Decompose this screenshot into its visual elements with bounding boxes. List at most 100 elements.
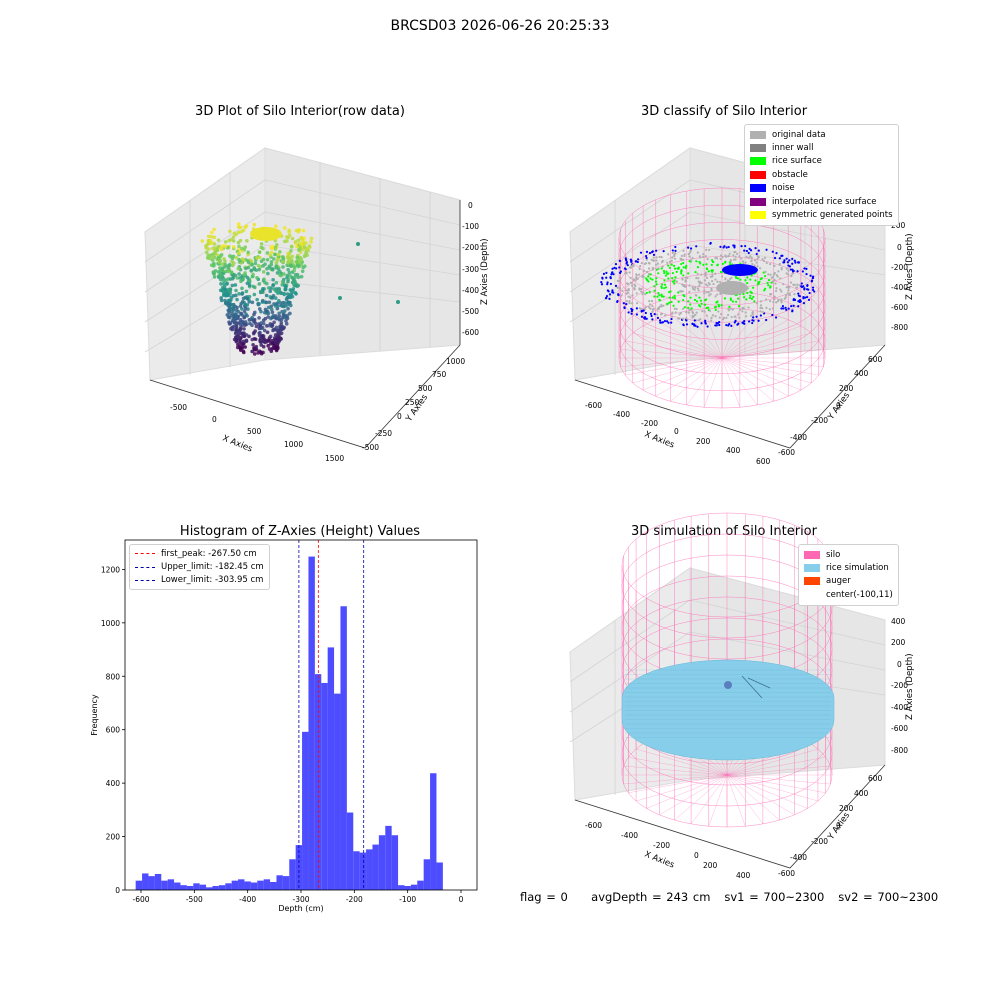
classify-point	[774, 289, 778, 293]
classify-point	[749, 290, 752, 293]
classify-point	[627, 311, 630, 314]
legend-item-symmetric: symmetric generated points	[750, 208, 893, 221]
classify-point	[671, 276, 674, 280]
raw-data-point	[268, 289, 273, 294]
classify-point	[798, 300, 801, 304]
classify-point	[780, 290, 783, 293]
classify-point	[723, 297, 727, 300]
raw-data-point	[287, 270, 292, 275]
histogram-bar	[154, 873, 162, 890]
classify-point	[812, 288, 815, 292]
classify-point	[710, 288, 713, 291]
classify-point	[691, 257, 694, 260]
classify-point	[682, 266, 685, 269]
histogram-x-tick: -400	[239, 895, 256, 904]
raw-data-point	[286, 251, 290, 256]
silo-wire-spoke	[643, 325, 723, 359]
classify-point	[668, 296, 671, 299]
classify-point	[673, 254, 676, 258]
classify-point	[748, 320, 751, 323]
classify-point	[684, 280, 687, 283]
raw-data-point	[261, 286, 265, 291]
sim-y-tick: 200	[839, 804, 854, 813]
raw-x-label: X Axies	[221, 434, 254, 455]
classify-point	[645, 291, 648, 294]
silo-wire-spoke	[726, 774, 780, 821]
classify-point	[614, 262, 618, 266]
classify-point	[732, 254, 735, 257]
classify-point	[699, 262, 702, 265]
classify-point	[789, 268, 793, 271]
raw-data-point	[286, 279, 290, 284]
classify-z-tick: -600	[891, 303, 908, 312]
histogram-bar	[212, 885, 219, 890]
classify-point	[725, 323, 728, 327]
raw-back-left-pane	[144, 147, 266, 381]
classify-point	[608, 297, 611, 300]
classify-point	[685, 264, 688, 267]
raw-data-point	[226, 268, 231, 273]
raw-data-point	[263, 262, 267, 266]
raw-data-point	[272, 320, 276, 325]
classify-point	[683, 306, 686, 309]
classify-silo-wireframe	[618, 187, 826, 409]
silo-wire-spoke	[646, 774, 728, 809]
classify-point	[655, 249, 658, 252]
classify-point	[728, 252, 731, 255]
raw-data-point	[286, 306, 290, 311]
silo-wire-spoke	[721, 319, 789, 359]
classify-point	[645, 317, 648, 320]
classify-point	[665, 270, 668, 273]
raw-data-point	[266, 343, 270, 348]
raw-data-point	[200, 239, 205, 243]
raw-data-point	[281, 265, 285, 269]
classify-point	[703, 289, 706, 292]
classify-point	[751, 311, 754, 314]
classify-point	[639, 265, 642, 268]
classify-point	[811, 275, 815, 278]
classify-point	[643, 308, 647, 311]
classify-z-tick: -400	[891, 283, 908, 292]
classify-point	[607, 290, 610, 293]
classify-point	[744, 279, 747, 282]
classify-point	[729, 260, 732, 263]
classify-point	[672, 304, 675, 307]
raw-data-point	[264, 300, 269, 305]
raw-data-point	[258, 289, 263, 294]
classify-point	[708, 248, 711, 252]
raw-data-point	[236, 266, 241, 271]
raw-data-point	[237, 291, 241, 296]
silo-wire-spoke	[655, 319, 723, 359]
classify-point	[710, 259, 714, 262]
raw-data-point	[261, 270, 266, 274]
raw-data-point	[273, 245, 278, 249]
classify-z-tick: -800	[891, 323, 908, 332]
classify-point	[696, 287, 699, 290]
classify-point	[693, 319, 696, 322]
raw-data-point	[234, 232, 238, 237]
raw-top-cap	[250, 227, 282, 241]
classify-point	[797, 294, 800, 297]
classify-point	[658, 299, 662, 302]
classify-point	[647, 275, 650, 278]
classify-y-tick: 200	[839, 384, 854, 393]
classify-point	[785, 257, 788, 260]
classify-point	[673, 307, 676, 310]
classify-point	[753, 259, 757, 262]
classify-point	[731, 308, 734, 311]
raw-data-point	[252, 292, 257, 297]
classify-point	[703, 279, 707, 282]
classify-center-cluster	[716, 281, 748, 295]
raw-data-point	[274, 280, 279, 285]
classify-point	[750, 297, 754, 300]
classify-point	[715, 324, 718, 327]
raw-data-point	[259, 326, 264, 331]
classify-point	[695, 276, 698, 280]
raw-data-point	[255, 297, 259, 302]
histogram-bars	[135, 556, 443, 890]
raw-data-point	[237, 244, 241, 249]
legend-item-original-data: original data	[750, 128, 893, 141]
raw-data-point	[281, 257, 286, 261]
classify-point	[778, 262, 782, 266]
classify-point	[729, 297, 732, 300]
